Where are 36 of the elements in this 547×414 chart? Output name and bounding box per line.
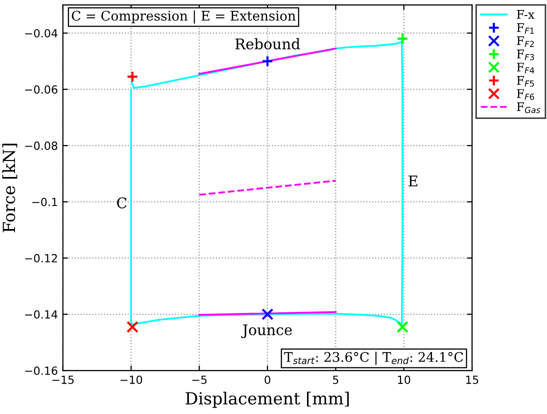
annotation: Jounce <box>241 324 292 338</box>
legend-label: F$_{F2}$ <box>516 36 534 47</box>
legend-label: F$_{F3}$ <box>516 50 534 60</box>
point <box>126 320 138 333</box>
annotation: Rebound <box>235 38 300 50</box>
point <box>262 55 274 68</box>
x-axis-title: Displacement [mm] <box>186 392 349 408</box>
y-tick-label: −0.14 <box>25 310 58 319</box>
annotation: C <box>117 197 127 208</box>
annotation: T$_{start}$: 23.6°C | T$_{end}$: 24.1°C <box>284 352 463 365</box>
legend-label: F$_{F6}$ <box>516 89 534 100</box>
y-tick-label: −0.1 <box>32 198 58 206</box>
x-tick-label: 15 <box>466 376 478 384</box>
x-tick-label: 5 <box>333 376 338 384</box>
legend-label: F$_{F1}$ <box>516 23 534 34</box>
point <box>126 70 138 83</box>
x-tick-label: −5 <box>192 376 207 384</box>
legend-label: F-x <box>516 10 534 19</box>
x-tick-label: 0 <box>264 376 270 384</box>
y-tick-label: −0.12 <box>25 254 57 262</box>
legend-label: F$_{Gas}$ <box>516 102 540 114</box>
legend-label: F$_{F5}$ <box>516 76 534 87</box>
annotation: E <box>408 176 418 186</box>
annotation: C = Compression | E = Extension <box>72 10 296 24</box>
point <box>396 32 408 45</box>
x-tick-label: −10 <box>120 376 142 384</box>
y-tick-label: −0.06 <box>25 85 58 94</box>
legend-label: F$_{F4}$ <box>516 62 534 74</box>
x-tick-label: −15 <box>52 376 74 384</box>
y-tick-label: −0.04 <box>25 29 58 38</box>
x-tick-label: 10 <box>398 376 410 384</box>
point <box>396 320 408 333</box>
y-tick-label: −0.16 <box>25 366 58 375</box>
point <box>262 308 274 320</box>
y-tick-label: −0.08 <box>25 142 58 150</box>
y-axis-title: Force [kN] <box>2 144 18 232</box>
